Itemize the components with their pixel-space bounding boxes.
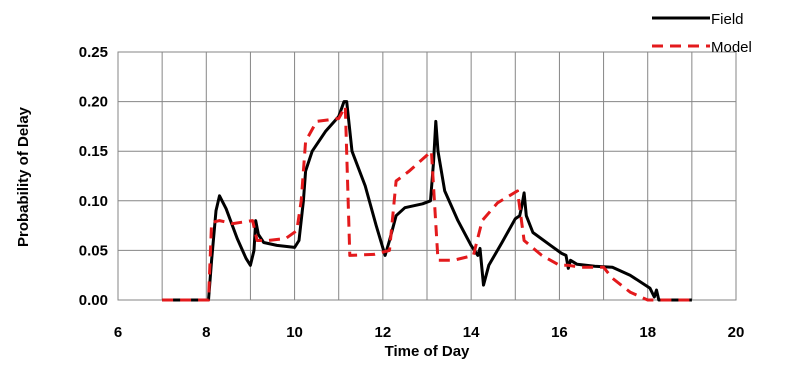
y-tick-label: 0.15 <box>79 143 108 160</box>
x-tick-label: 6 <box>114 324 122 341</box>
x-tick-label: 10 <box>286 324 303 341</box>
x-tick-label: 16 <box>551 324 568 341</box>
series-line-model <box>162 105 692 302</box>
legend-label-field: Field <box>711 11 744 28</box>
y-tick-label: 0.25 <box>79 44 108 61</box>
x-tick-label: 14 <box>463 324 480 341</box>
x-tick-label: 8 <box>202 324 210 341</box>
x-tick-label: 20 <box>728 324 745 341</box>
y-tick-label: 0.05 <box>79 242 108 259</box>
y-tick-label: 0.10 <box>79 193 108 210</box>
y-tick-label: 0.00 <box>79 292 108 309</box>
x-axis-title: Time of Day <box>385 343 470 360</box>
x-tick-label: 18 <box>639 324 656 341</box>
y-axis-title: Probability of Delay <box>15 106 32 247</box>
x-tick-label: 12 <box>375 324 392 341</box>
legend-label-model: Model <box>711 39 752 56</box>
y-tick-label: 0.20 <box>79 94 108 111</box>
